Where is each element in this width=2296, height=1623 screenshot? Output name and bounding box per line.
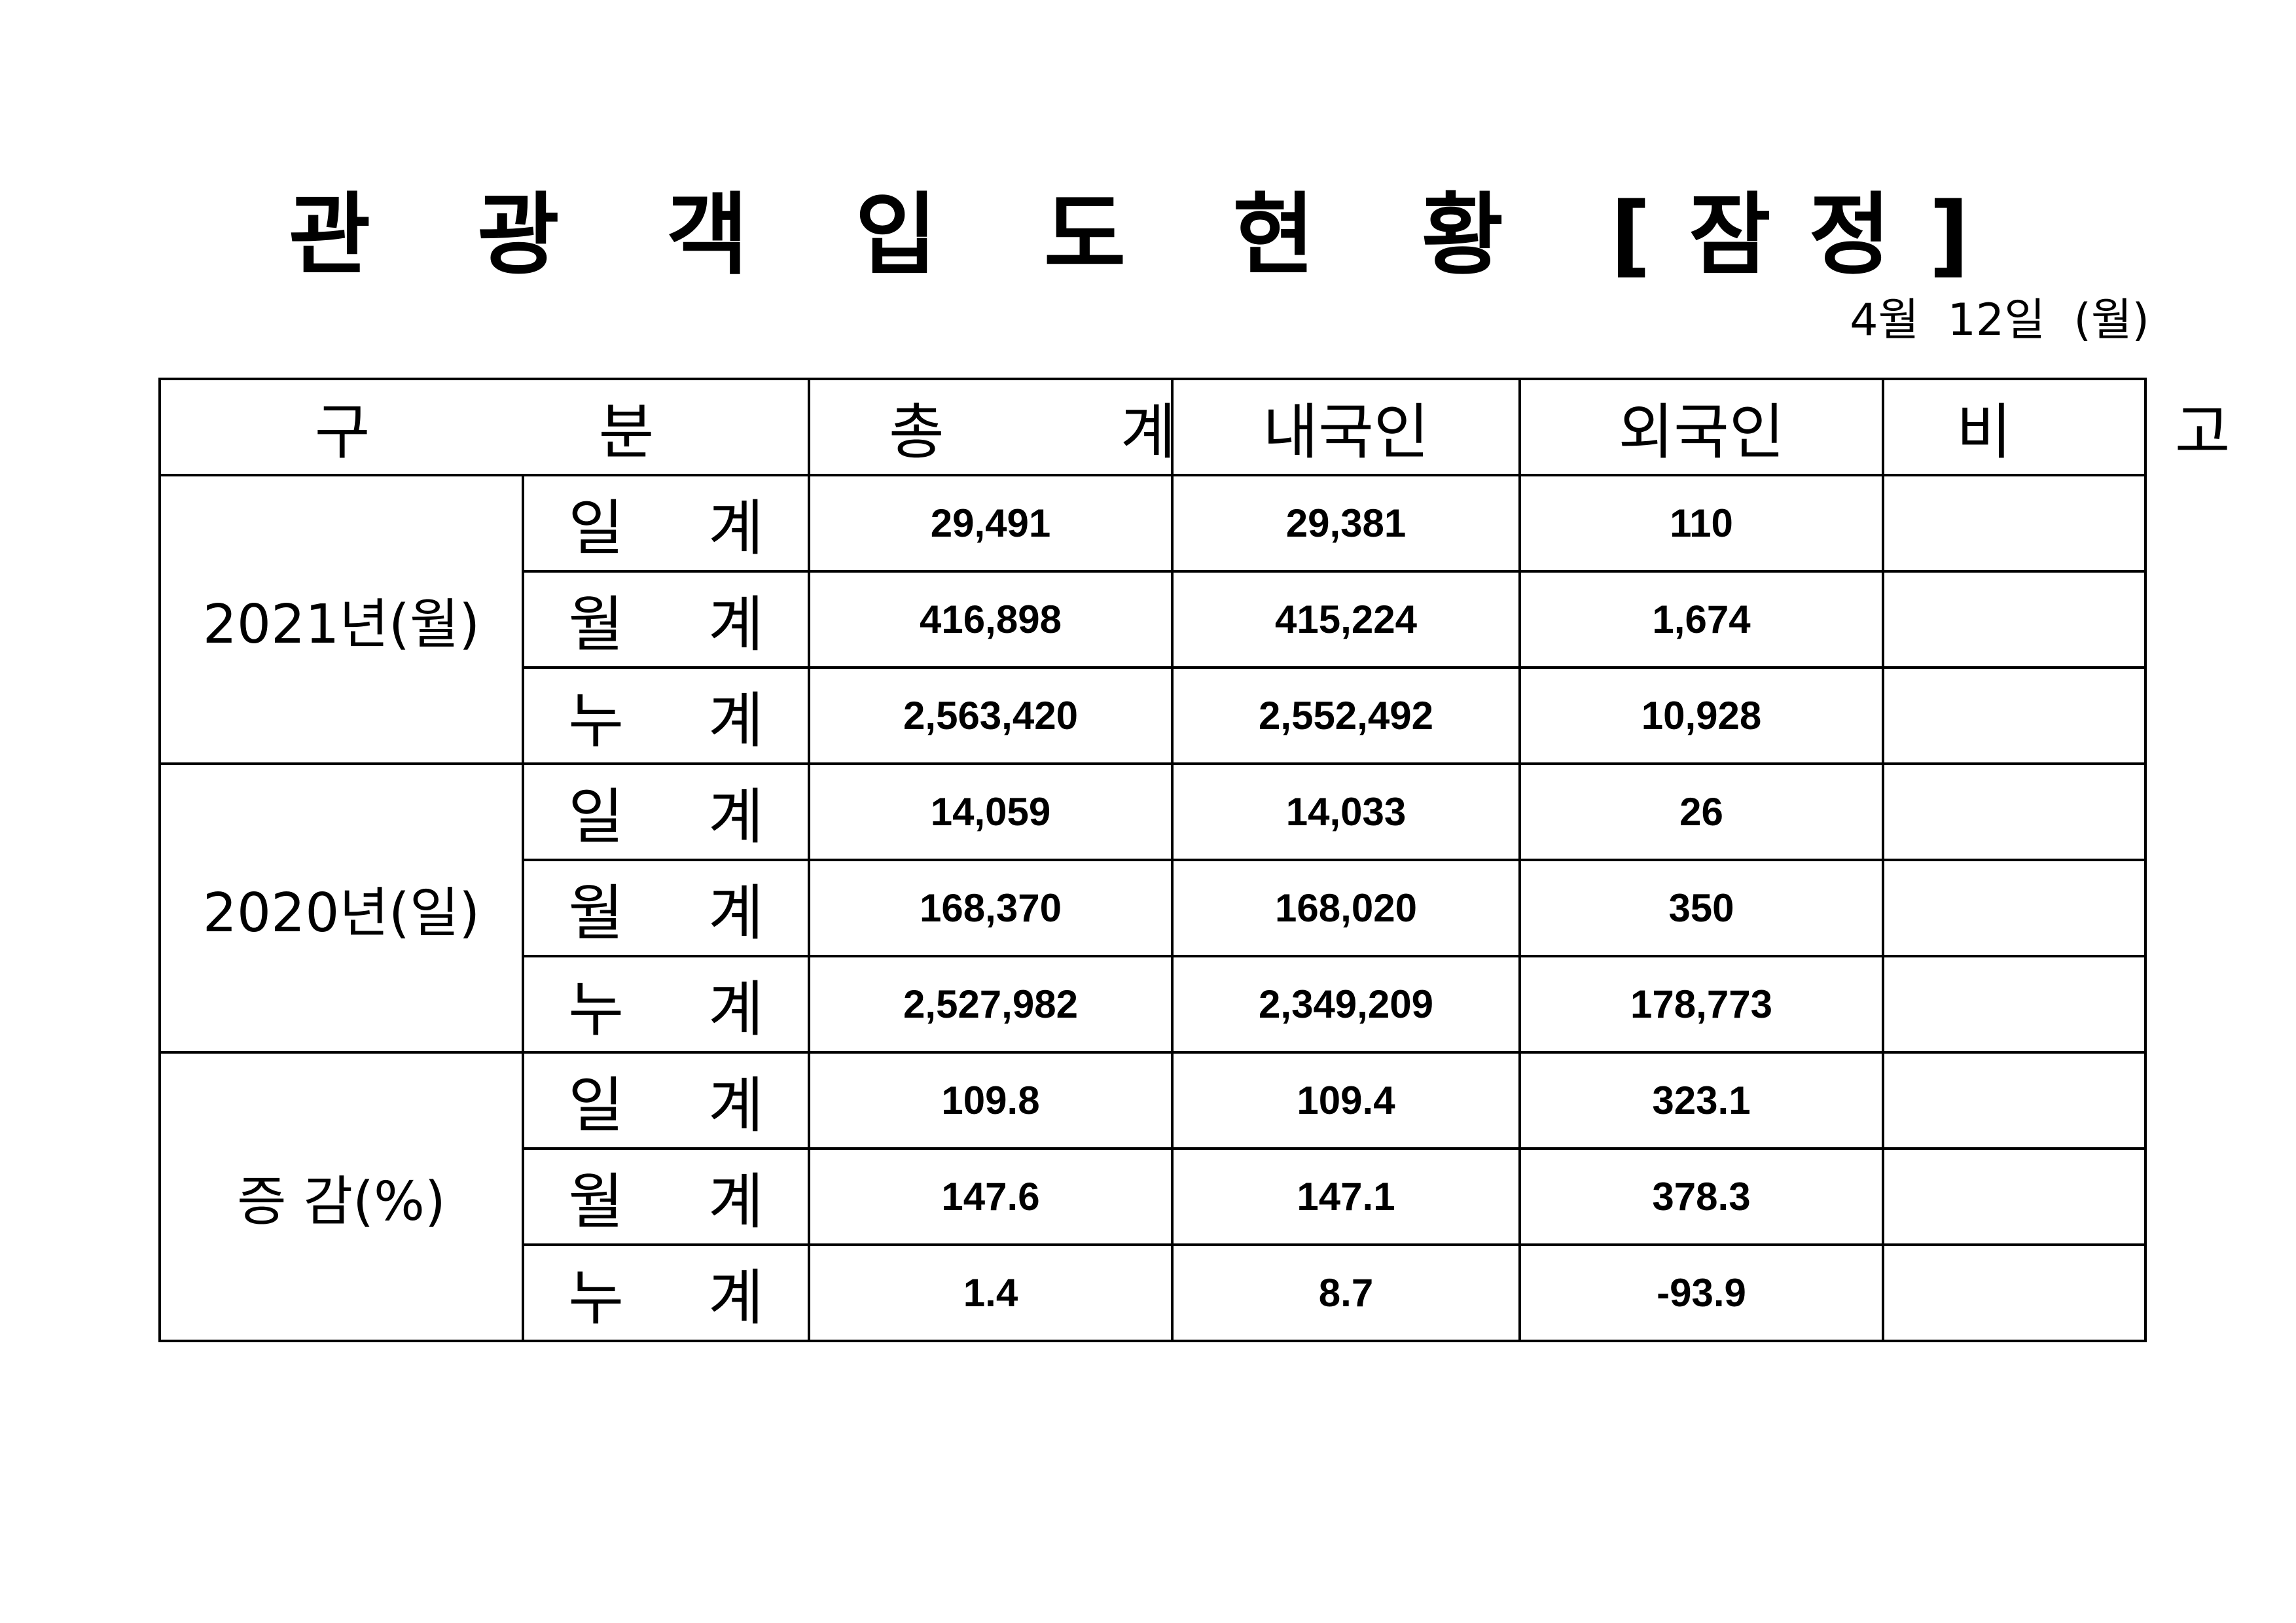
cell-foreign: 178,773 <box>1518 955 1884 1054</box>
header-foreign: 외국인 <box>1518 378 1884 476</box>
table-row: 2020년(일) 일 계 14,059 14,033 26 <box>158 762 2147 1054</box>
row-sub-label: 일 계 <box>522 1051 810 1150</box>
cell-note <box>1882 859 2147 957</box>
header-note: 비 고 <box>1882 378 2231 476</box>
cell-foreign: 26 <box>1518 762 1884 861</box>
cell-domestic: 415,224 <box>1171 570 1521 669</box>
cell-note <box>1882 762 2147 861</box>
table-row: 월 계 168,370 168,020 350 <box>160 859 2147 957</box>
cell-total: 29,491 <box>808 474 1174 573</box>
header-total: 총 계 <box>808 378 1176 476</box>
cell-foreign: 378.3 <box>1518 1147 1884 1246</box>
cell-total: 2,563,420 <box>808 666 1174 765</box>
group-label-2020: 2020년(일) <box>158 762 524 1054</box>
cell-domestic: 29,381 <box>1171 474 1521 573</box>
cell-domestic: 109.4 <box>1171 1051 1521 1150</box>
table-row: 2021년(월) 일 계 29,491 29,381 110 <box>158 474 2147 765</box>
cell-total: 109.8 <box>808 1051 1174 1150</box>
row-sub-label: 일 계 <box>522 762 810 861</box>
cell-total: 14,059 <box>808 762 1174 861</box>
cell-total: 168,370 <box>808 859 1174 957</box>
page-title: 관 광 객 입 도 현 황 [잠정] <box>289 184 2007 287</box>
cell-total: 2,527,982 <box>808 955 1174 1054</box>
cell-foreign: 110 <box>1518 474 1884 573</box>
row-sub-label: 누 계 <box>522 955 810 1054</box>
row-sub-label: 누 계 <box>522 666 810 765</box>
table-row: 월 계 147.6 147.1 378.3 <box>160 1147 2147 1246</box>
cell-note <box>1882 474 2147 573</box>
cell-domestic: 2,349,209 <box>1171 955 1521 1054</box>
header-category: 구 분 <box>158 378 810 476</box>
table-row: 누 계 2,527,982 2,349,209 178,773 <box>160 955 2147 1054</box>
cell-total: 416,898 <box>808 570 1174 669</box>
cell-foreign: 10,928 <box>1518 666 1884 765</box>
cell-note <box>1882 666 2147 765</box>
cell-domestic: 147.1 <box>1171 1147 1521 1246</box>
cell-foreign: 323.1 <box>1518 1051 1884 1150</box>
table-row: 누 계 2,563,420 2,552,492 10,928 <box>160 666 2147 765</box>
table-row: 누 계 1.4 8.7 -93.9 <box>160 1243 2147 1342</box>
header-row: 구 분 총 계 내국인 외국인 비 고 <box>158 378 2231 476</box>
group-label-change: 증 감(%) <box>158 1051 524 1342</box>
row-sub-label: 일 계 <box>522 474 810 573</box>
cell-domestic: 168,020 <box>1171 859 1521 957</box>
group-label-2021: 2021년(월) <box>158 474 524 765</box>
cell-domestic: 14,033 <box>1171 762 1521 861</box>
cell-foreign: -93.9 <box>1518 1243 1884 1342</box>
report-date: 4월 12일 (월) <box>1850 294 2149 346</box>
table-row: 증 감(%) 일 계 109.8 109.4 323.1 <box>158 1051 2147 1342</box>
cell-note <box>1882 955 2147 1054</box>
cell-note <box>1882 570 2147 669</box>
cell-note <box>1882 1051 2147 1150</box>
header-domestic: 내국인 <box>1171 378 1521 476</box>
table-row: 월 계 416,898 415,224 1,674 <box>160 570 2147 669</box>
row-sub-label: 월 계 <box>522 859 810 957</box>
cell-domestic: 2,552,492 <box>1171 666 1521 765</box>
cell-domestic: 8.7 <box>1171 1243 1521 1342</box>
cell-foreign: 1,674 <box>1518 570 1884 669</box>
row-sub-label: 월 계 <box>522 1147 810 1246</box>
cell-total: 1.4 <box>808 1243 1174 1342</box>
row-sub-label: 월 계 <box>522 570 810 669</box>
cell-total: 147.6 <box>808 1147 1174 1246</box>
row-sub-label: 누 계 <box>522 1243 810 1342</box>
cell-note <box>1882 1243 2147 1342</box>
cell-note <box>1882 1147 2147 1246</box>
cell-foreign: 350 <box>1518 859 1884 957</box>
visitor-stats-table: 구 분 총 계 내국인 외국인 비 고 2021년(월) 일 계 29,491 … <box>158 378 2231 1342</box>
